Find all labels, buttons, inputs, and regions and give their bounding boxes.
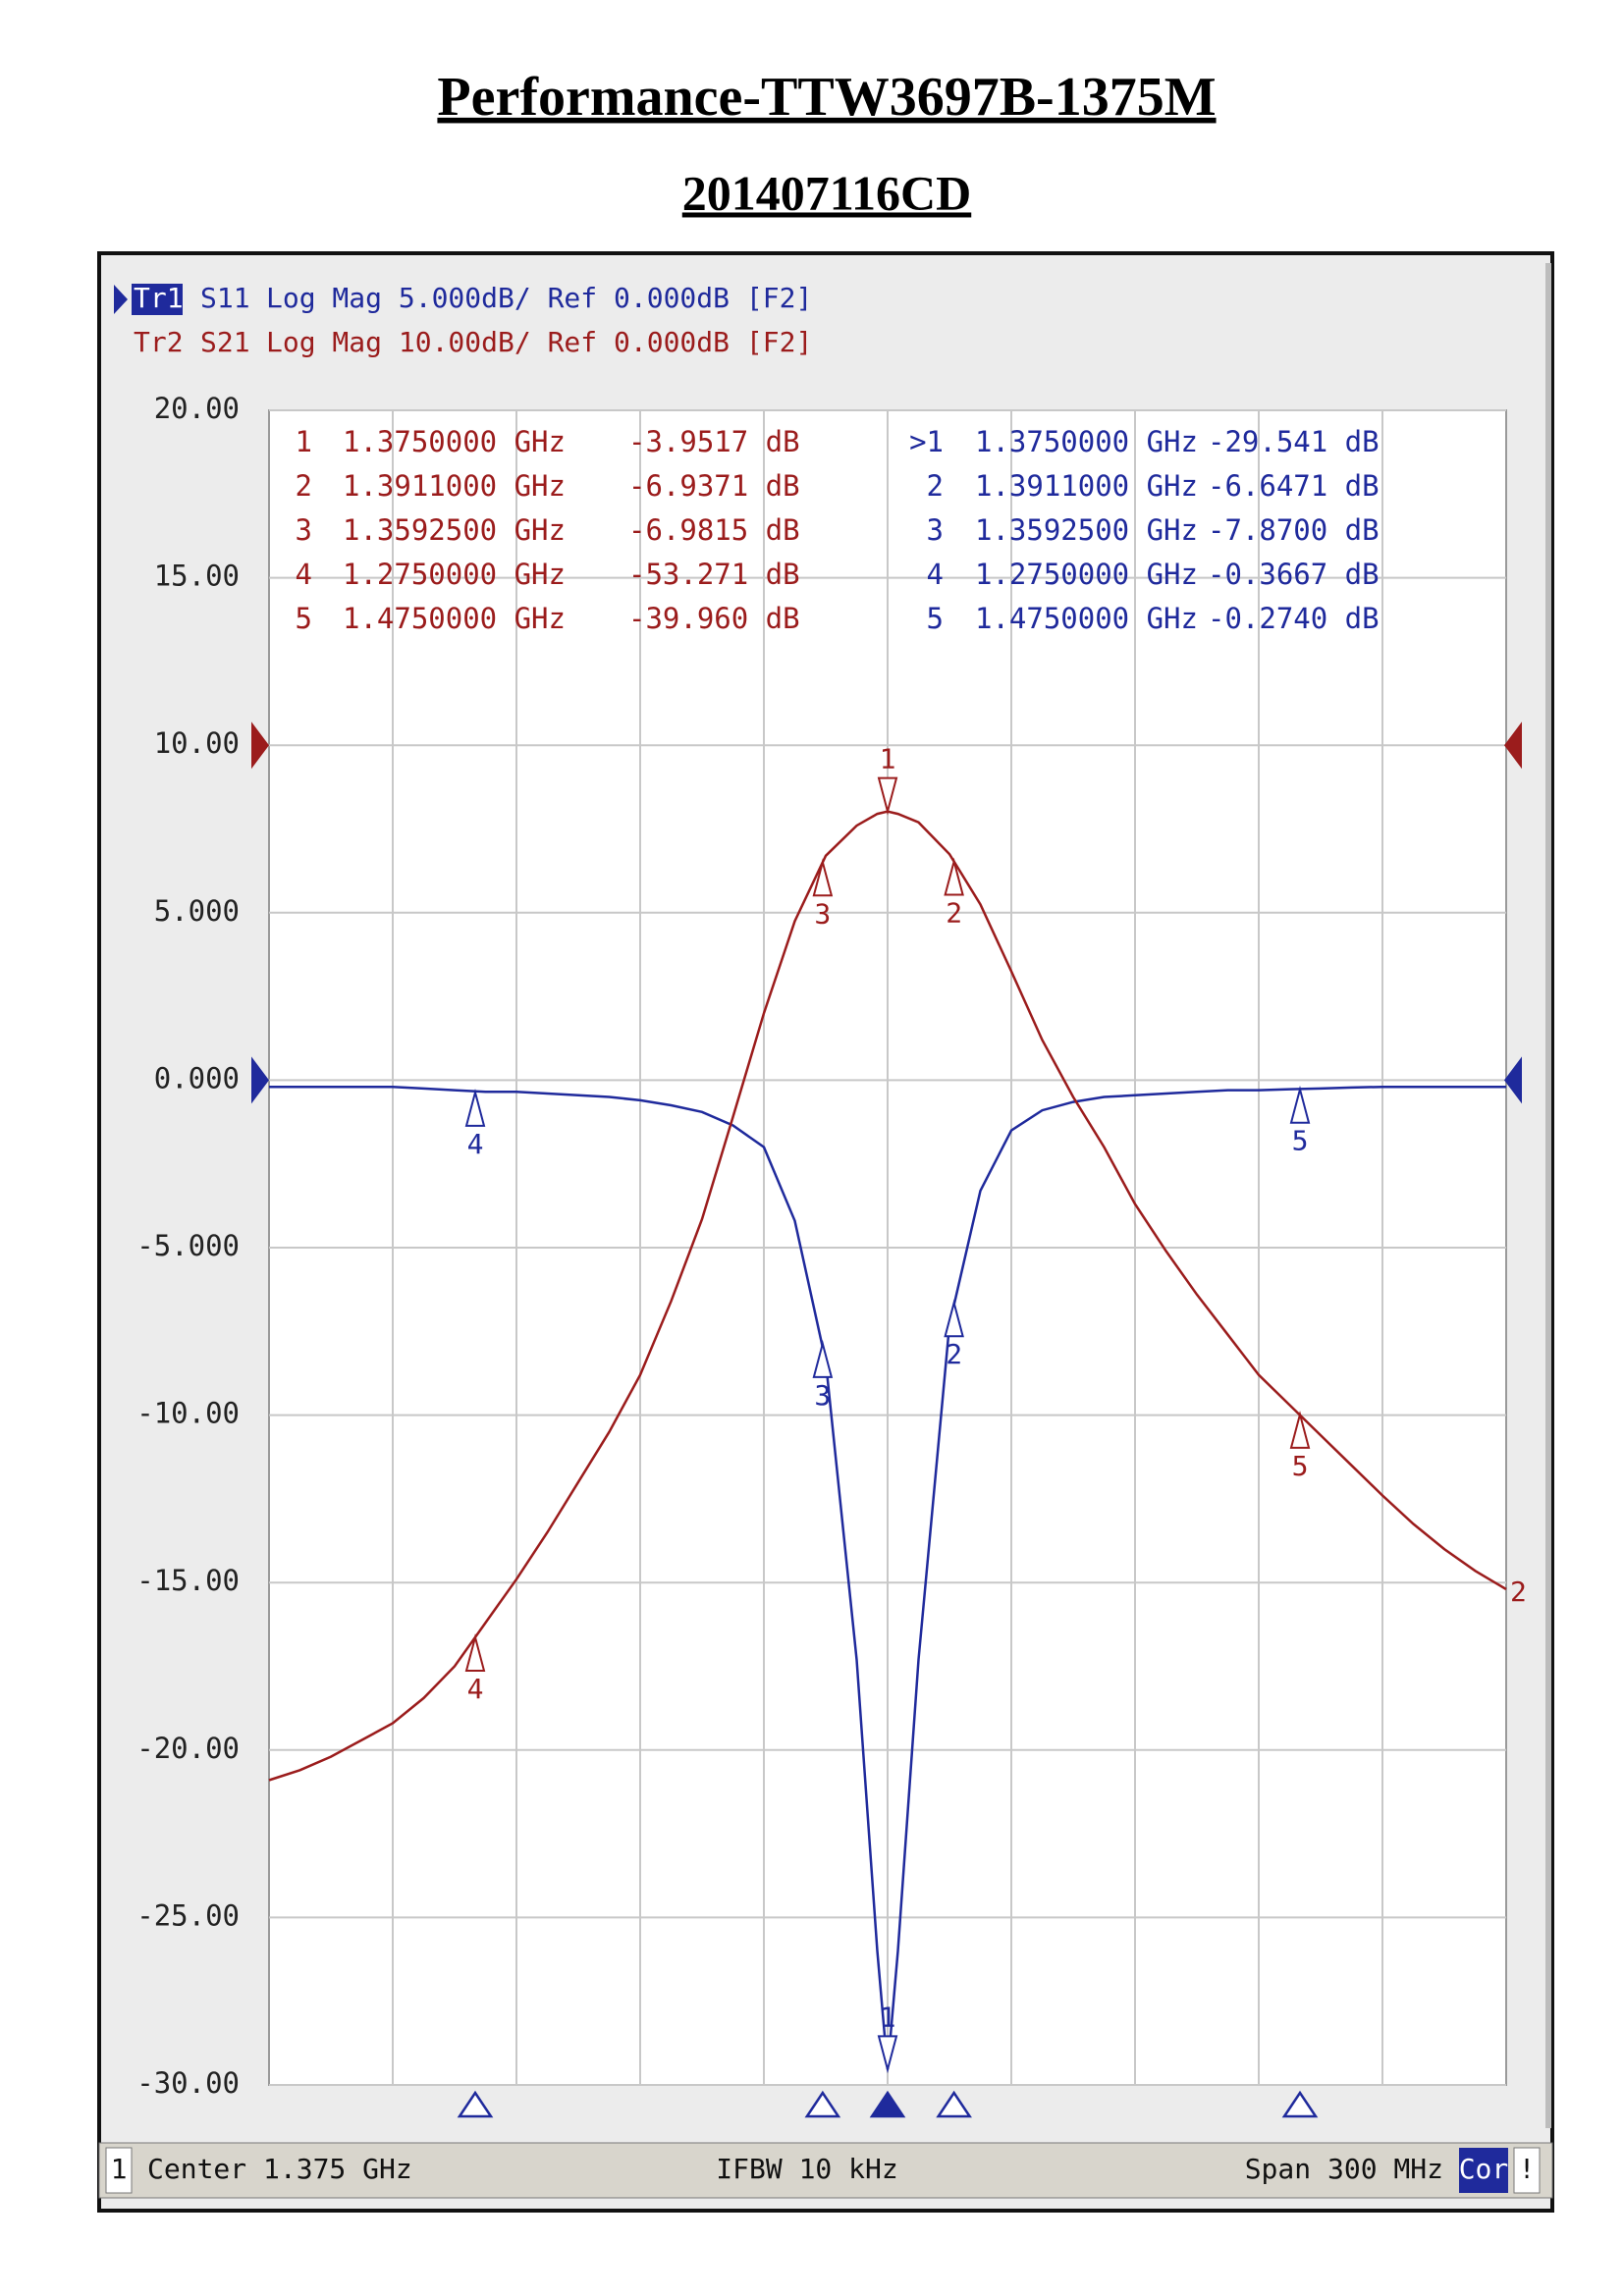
- status-bar: [98, 2142, 1553, 2199]
- marker-triangle: [812, 858, 834, 897]
- trace-header: Log Mag 10.00dB/ Ref 0.000dB [F2]: [266, 326, 812, 358]
- readout-value: -53.271 dB: [628, 558, 800, 591]
- marker-label: 3: [814, 897, 831, 930]
- trace-id: Tr2: [134, 326, 184, 358]
- y-tick-label: 10.00: [154, 726, 240, 760]
- marker-label: 2: [946, 897, 962, 930]
- ref-pointer-left: [251, 721, 269, 770]
- y-tick-label: 5.000: [154, 894, 240, 928]
- marker-label: 1: [880, 743, 896, 775]
- marker-triangle: [464, 1089, 486, 1127]
- ref-pointer-right: [1504, 721, 1522, 770]
- marker-position: [457, 2090, 494, 2118]
- marker-label: 1: [880, 2001, 896, 2033]
- marker-label: 4: [467, 1673, 484, 1705]
- readout-marker: 2: [927, 469, 944, 503]
- readout-value: -39.960 dB: [628, 602, 800, 635]
- marker-label: 2: [946, 1338, 962, 1370]
- readout-marker: 3: [927, 513, 944, 547]
- readout-value: -7.8700 dB: [1208, 513, 1380, 547]
- readout-frequency: 1.3750000 GHz: [343, 425, 566, 458]
- marker-triangle: [944, 1299, 964, 1338]
- readout-marker: 4: [927, 558, 944, 591]
- footer-span: Span 300 MHz: [1245, 2153, 1443, 2185]
- trace-header: Log Mag 5.000dB/ Ref 0.000dB [F2]: [266, 282, 812, 314]
- readout-frequency: 1.3750000 GHz: [975, 425, 1198, 458]
- scroll-edge: [1545, 263, 1551, 2128]
- y-tick-label: -20.00: [136, 1732, 240, 1765]
- y-tick-label: -10.00: [136, 1397, 240, 1430]
- readout-frequency: 1.3592500 GHz: [975, 513, 1198, 547]
- footer-channel: 1: [111, 2153, 128, 2185]
- ref-pointer-right: [1504, 1056, 1522, 1104]
- marker-label: 4: [467, 1128, 484, 1160]
- marker-triangle: [464, 1633, 486, 1673]
- footer-center: Center 1.375 GHz: [147, 2153, 412, 2185]
- legend-entry: S21: [200, 326, 250, 358]
- readout-value: -6.9815 dB: [628, 513, 800, 547]
- readout-frequency: 1.4750000 GHz: [343, 602, 566, 635]
- readout-value: -3.9517 dB: [628, 425, 800, 458]
- marker-label: 5: [1292, 1125, 1309, 1157]
- marker-position: [804, 2090, 841, 2118]
- ref-pointer-left: [251, 1056, 269, 1104]
- y-tick-label: -5.000: [136, 1229, 240, 1262]
- y-tick-label: 15.00: [154, 560, 240, 593]
- readout-frequency: 1.2750000 GHz: [343, 558, 566, 591]
- readout-frequency: 1.4750000 GHz: [975, 602, 1198, 635]
- y-tick-label: 20.00: [154, 392, 240, 425]
- readout-marker: 4: [296, 558, 312, 591]
- readout-marker: 2: [296, 469, 312, 503]
- marker-position: [869, 2090, 906, 2118]
- readout-frequency: 1.3911000 GHz: [343, 469, 566, 503]
- marker-triangle: [944, 857, 964, 896]
- marker-triangle: [812, 1340, 834, 1378]
- readout-marker: >1: [909, 425, 944, 458]
- marker-triangle: [877, 776, 898, 816]
- footer-status: !: [1519, 2153, 1536, 2185]
- marker-position: [1281, 2090, 1319, 2118]
- y-tick-label: 0.000: [154, 1061, 240, 1095]
- readout-value: -6.6471 dB: [1208, 469, 1380, 503]
- legend-entry: S11: [200, 282, 250, 314]
- active-pointer: [114, 285, 128, 314]
- trace-id: Tr1: [134, 282, 184, 314]
- marker-position: [936, 2090, 972, 2118]
- readout-value: -29.541 dB: [1208, 425, 1380, 458]
- subtitle: 201407116CD: [682, 165, 971, 220]
- title: Performance-TTW3697B-1375M: [437, 67, 1216, 128]
- readout-value: -0.3667 dB: [1208, 558, 1380, 591]
- y-tick-label: -15.00: [136, 1564, 240, 1597]
- readout-frequency: 1.3592500 GHz: [343, 513, 566, 547]
- readout-value: -0.2740 dB: [1208, 602, 1380, 635]
- readout-marker: 5: [296, 602, 312, 635]
- marker-triangle: [1289, 1085, 1311, 1124]
- correction-box: [1459, 2148, 1508, 2193]
- marker-triangle: [877, 2035, 898, 2074]
- y-tick-label: -25.00: [136, 1898, 240, 1932]
- active-trace-box: [132, 284, 183, 315]
- channel-box: [105, 2147, 133, 2194]
- footer-ifbw: IFBW 10 kHz: [716, 2153, 897, 2185]
- readout-marker: 3: [296, 513, 312, 547]
- readout-frequency: 1.3911000 GHz: [975, 469, 1198, 503]
- marker-label: 3: [814, 1379, 831, 1412]
- readout-frequency: 1.2750000 GHz: [975, 558, 1198, 591]
- status-box: [1513, 2147, 1541, 2194]
- readout-marker: 1: [296, 425, 312, 458]
- marker-triangle: [1289, 1411, 1311, 1449]
- readout-marker: 5: [927, 602, 944, 635]
- footer-correction: Cor: [1459, 2153, 1509, 2185]
- y-tick-label: -30.00: [136, 2066, 240, 2100]
- readout-value: -6.9371 dB: [628, 469, 800, 503]
- marker-label: 5: [1292, 1450, 1309, 1482]
- trace-end-label: 2: [1510, 1575, 1527, 1608]
